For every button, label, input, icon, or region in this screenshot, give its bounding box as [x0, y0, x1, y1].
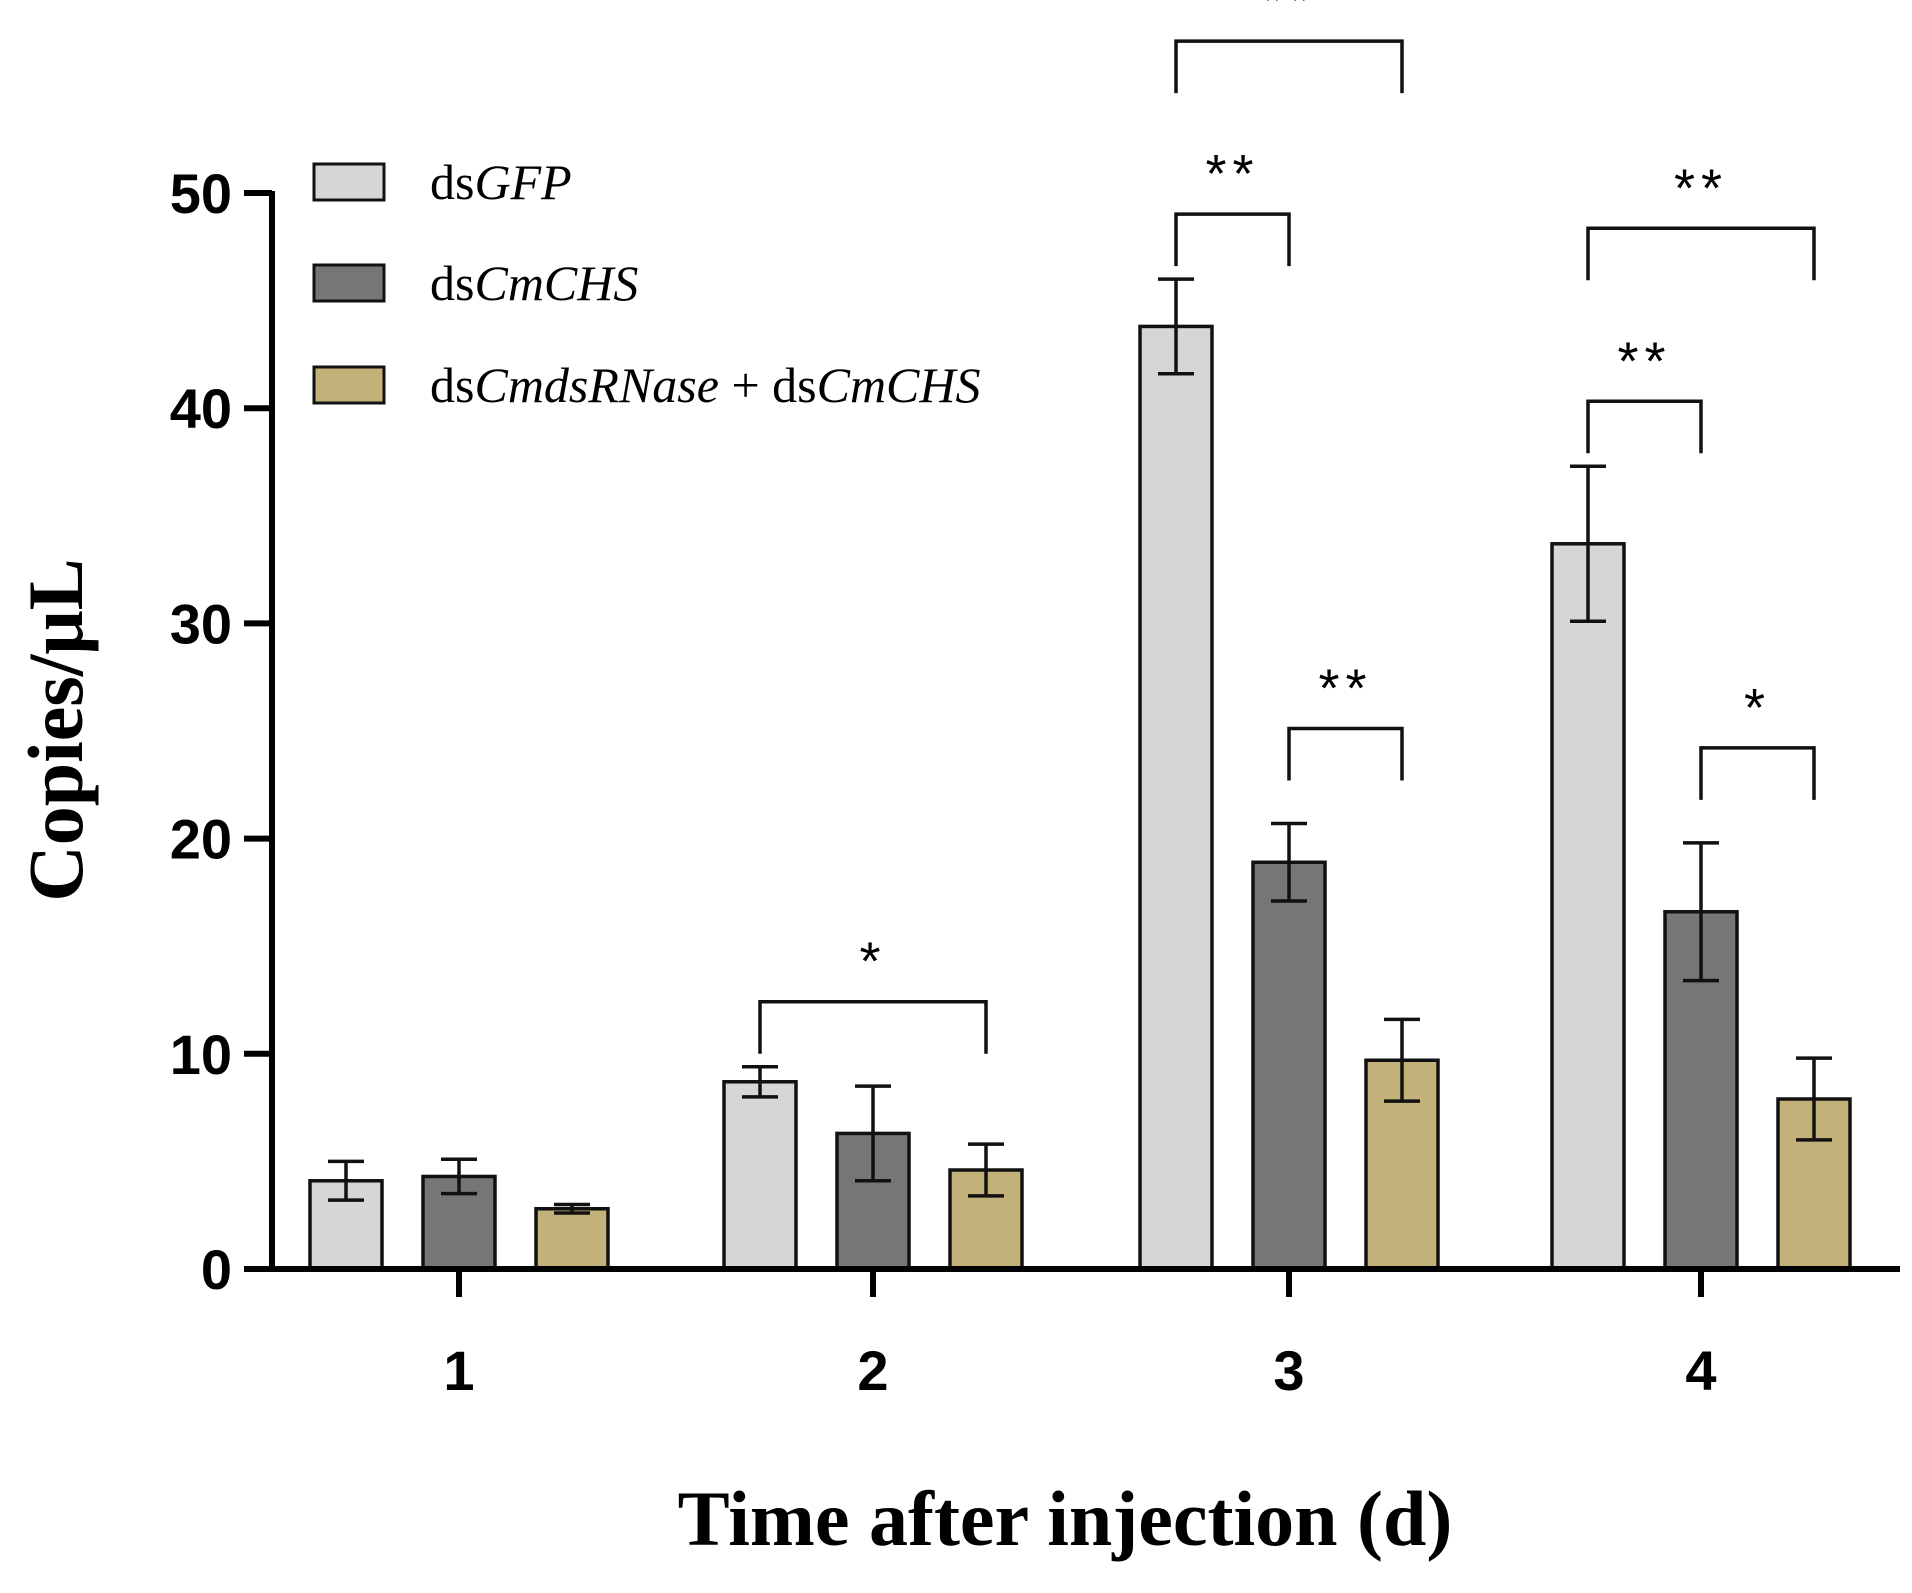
error-bar-dsCmdsRNase-dsCmCHS-day-1	[554, 1202, 590, 1215]
legend-label-dsGFP: dsGFP	[430, 154, 572, 210]
legend-swatch-dsCmdsRNase-dsCmCHS	[312, 365, 386, 405]
y-tick-label-10: 10	[170, 1023, 232, 1086]
significance-label-day-3-2: **	[1205, 144, 1259, 204]
y-tick-label-50: 50	[170, 162, 232, 225]
error-bar-dsCmCHS-day-3	[1271, 821, 1307, 903]
bar-dsGFP-day-4	[1550, 542, 1626, 1271]
x-tick-label-2: 2	[857, 1339, 888, 1402]
significance-label-day-4-4: **	[1674, 158, 1728, 218]
significance-label-day-2-0: *	[859, 932, 886, 992]
error-bar-dsCmdsRNase-dsCmCHS-day-3	[1384, 1017, 1420, 1103]
error-bar-dsGFP-day-2	[742, 1064, 778, 1099]
y-axis-title: Copies/μL	[12, 558, 99, 901]
error-bar-dsCmdsRNase-dsCmCHS-day-4	[1796, 1056, 1832, 1142]
error-bar-dsCmCHS-day-2	[855, 1084, 891, 1183]
significance-label-day-4-5: **	[1617, 331, 1671, 391]
y-tick-label-30: 30	[170, 592, 232, 655]
significance-bracket-day-4-5	[1586, 399, 1703, 454]
significance-label-day-4-6: *	[1744, 678, 1771, 738]
error-bar-dsCmdsRNase-dsCmCHS-day-2	[968, 1142, 1004, 1198]
significance-bracket-day-4-4	[1586, 226, 1816, 281]
significance-bracket-day-3-3	[1287, 726, 1404, 781]
bar-dsCmdsRNase-dsCmCHS-day-1	[534, 1206, 610, 1271]
legend-swatch-dsGFP	[312, 162, 386, 202]
significance-bracket-day-3-2	[1174, 212, 1291, 267]
bar-dsCmCHS-day-3	[1251, 860, 1327, 1271]
significance-bracket-day-4-6	[1699, 746, 1816, 800]
error-bar-dsGFP-day-3	[1158, 277, 1194, 376]
significance-bracket-day-2-0	[758, 999, 988, 1054]
y-tick-label-40: 40	[170, 377, 232, 440]
significance-bracket-day-3-1	[1174, 39, 1404, 94]
significance-label-day-3-1: **	[1262, 0, 1316, 31]
error-bar-dsGFP-day-1	[328, 1159, 364, 1202]
y-tick-label-20: 20	[170, 808, 232, 871]
y-tick-label-0: 0	[201, 1238, 232, 1301]
error-bar-dsCmCHS-day-1	[441, 1157, 477, 1196]
x-tick-label-4: 4	[1685, 1339, 1716, 1402]
bar-dsGFP-day-3	[1138, 324, 1214, 1271]
legend-label-dsCmdsRNase-dsCmCHS: dsCmdsRNase + dsCmCHS	[430, 357, 981, 413]
x-axis-title: Time after injection (d)	[678, 1475, 1453, 1562]
error-bar-dsCmCHS-day-4	[1683, 841, 1719, 983]
legend-label-dsCmCHS: dsCmCHS	[430, 255, 638, 311]
legend-swatch-dsCmCHS	[312, 263, 386, 303]
error-bar-dsGFP-day-4	[1570, 464, 1606, 623]
bar-dsGFP-day-2	[722, 1080, 798, 1271]
x-tick-label-3: 3	[1273, 1339, 1304, 1402]
significance-label-day-3-3: **	[1318, 659, 1372, 719]
x-tick-label-1: 1	[443, 1339, 474, 1402]
